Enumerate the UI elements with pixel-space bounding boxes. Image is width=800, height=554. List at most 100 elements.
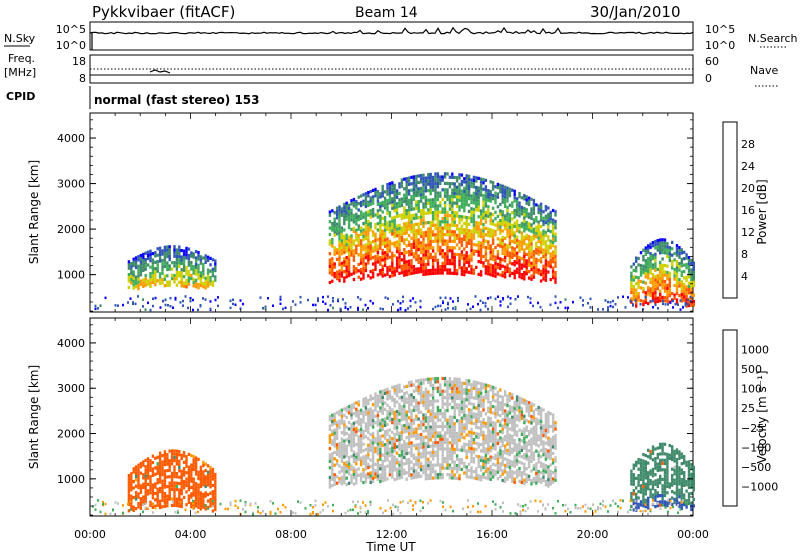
data-cell: [376, 465, 380, 469]
data-cell: [367, 235, 370, 239]
data-cell: [463, 231, 466, 235]
data-cell: [158, 502, 162, 506]
data-cell: [434, 175, 437, 179]
data-cell: [429, 454, 432, 458]
data-cell: [436, 453, 440, 457]
ground-scatter-cell: [567, 306, 569, 310]
data-cell: [511, 262, 514, 266]
data-cell: [352, 424, 356, 429]
data-cell: [386, 272, 389, 276]
data-cell: [350, 477, 353, 481]
data-cell: [494, 197, 497, 202]
ground-scatter-cell: [279, 295, 282, 299]
data-cell: [187, 468, 191, 472]
data-cell: [465, 231, 468, 236]
data-cell: [431, 454, 435, 458]
data-cell: [388, 466, 392, 470]
data-cell: [661, 283, 664, 287]
data-cell: [446, 428, 449, 432]
data-cell: [506, 269, 509, 273]
data-cell: [427, 211, 430, 215]
data-cell: [388, 393, 392, 397]
data-cell: [357, 448, 360, 452]
data-cell: [656, 267, 659, 271]
data-cell: [530, 264, 533, 269]
data-cell: [434, 450, 437, 454]
data-cell: [374, 440, 377, 444]
data-cell: [458, 182, 461, 186]
data-cell: [470, 271, 473, 275]
data-cell: [424, 205, 428, 209]
data-cell: [383, 190, 387, 194]
data-cell: [501, 443, 504, 447]
data-cell: [204, 257, 207, 261]
data-cell: [403, 209, 406, 213]
data-cell: [518, 239, 521, 244]
data-cell: [419, 381, 423, 385]
data-cell: [352, 217, 356, 221]
data-cell: [501, 424, 504, 428]
data-cell: [154, 251, 157, 255]
data-cell: [410, 175, 413, 179]
data-cell: [630, 287, 633, 291]
data-cell: [479, 468, 483, 472]
data-cell: [494, 233, 497, 237]
data-cell: [376, 404, 380, 408]
data-cell: [446, 271, 449, 275]
data-cell: [144, 484, 147, 488]
ground-scatter-cell: [559, 301, 562, 304]
data-cell: [431, 188, 435, 192]
data-cell: [407, 208, 411, 212]
data-cell: [463, 193, 466, 197]
data-cell: [209, 472, 212, 476]
data-cell: [175, 472, 179, 476]
data-cell: [532, 205, 536, 209]
data-cell: [388, 268, 392, 272]
data-cell: [443, 424, 447, 429]
data-cell: [407, 381, 411, 385]
data-cell: [675, 288, 679, 292]
data-cell: [489, 273, 492, 277]
data-cell: [484, 457, 488, 461]
data-cell: [687, 291, 691, 295]
data-cell: [463, 273, 466, 277]
data-cell: [451, 399, 454, 403]
ground-scatter-cell: [629, 299, 632, 302]
data-cell: [422, 419, 425, 424]
data-cell: [494, 393, 497, 397]
data-cell: [202, 505, 205, 509]
data-cell: [467, 222, 471, 226]
data-cell: [518, 243, 521, 247]
data-cell: [513, 276, 516, 280]
data-cell: [331, 225, 334, 229]
data-cell: [503, 268, 507, 272]
data-cell: [405, 429, 408, 433]
data-cell: [343, 263, 346, 267]
data-cell: [407, 202, 411, 206]
data-cell: [501, 427, 504, 431]
data-cell: [431, 211, 435, 215]
data-cell: [692, 271, 695, 275]
data-cell: [364, 454, 368, 458]
data-cell: [386, 477, 389, 481]
data-cell: [161, 482, 164, 486]
data-cell: [487, 230, 490, 234]
data-cell: [415, 229, 418, 233]
data-cell: [551, 221, 555, 225]
data-cell: [407, 218, 411, 222]
data-cell: [494, 258, 497, 262]
data-cell: [661, 251, 664, 255]
data-cell: [134, 259, 138, 263]
data-cell: [501, 242, 504, 246]
data-cell: [395, 208, 399, 212]
data-cell: [352, 460, 356, 464]
data-cell: [692, 268, 695, 272]
freq-label: Freq.: [8, 52, 35, 65]
data-cell: [656, 283, 659, 287]
data-cell: [436, 181, 440, 186]
data-cell: [544, 221, 548, 225]
data-cell: [146, 492, 150, 496]
data-cell: [190, 479, 193, 483]
data-cell: [487, 467, 490, 471]
velocity-data: [92, 376, 695, 516]
